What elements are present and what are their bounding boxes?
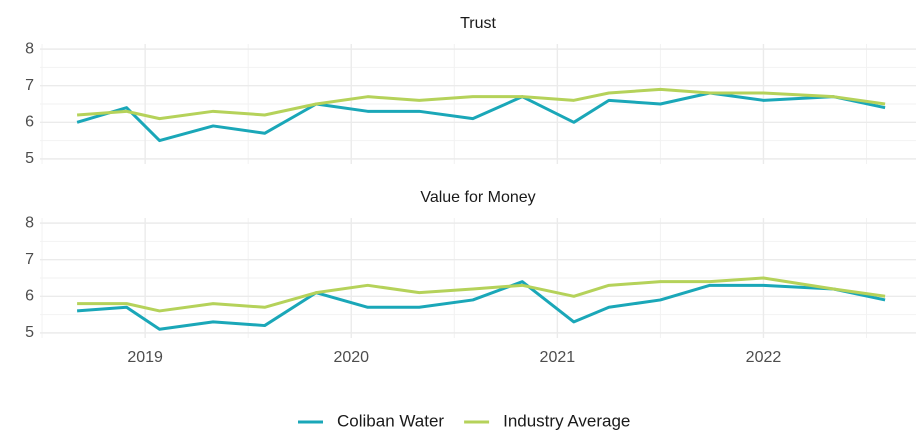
panel-title: Trust — [460, 15, 496, 32]
x-tick-label: 2019 — [127, 349, 163, 366]
panel-title: Value for Money — [420, 189, 535, 206]
y-tick-label: 7 — [25, 77, 34, 94]
series-line — [77, 276, 886, 313]
y-tick-label: 5 — [25, 150, 34, 167]
y-tick-label: 6 — [25, 114, 34, 131]
series-line — [76, 91, 886, 143]
y-tick-label: 8 — [25, 40, 34, 57]
x-tick-label: 2020 — [333, 349, 369, 366]
legend-label: Industry Average — [503, 411, 630, 430]
x-tick-label: 2022 — [746, 349, 782, 366]
series-line — [76, 280, 886, 331]
y-tick-label: 8 — [25, 214, 34, 231]
series-line — [76, 87, 886, 121]
legend-label: Coliban Water — [337, 411, 444, 430]
x-tick-label: 2021 — [540, 349, 576, 366]
y-tick-label: 6 — [25, 288, 34, 305]
y-tick-label: 5 — [25, 324, 34, 341]
y-tick-label: 7 — [25, 251, 34, 268]
